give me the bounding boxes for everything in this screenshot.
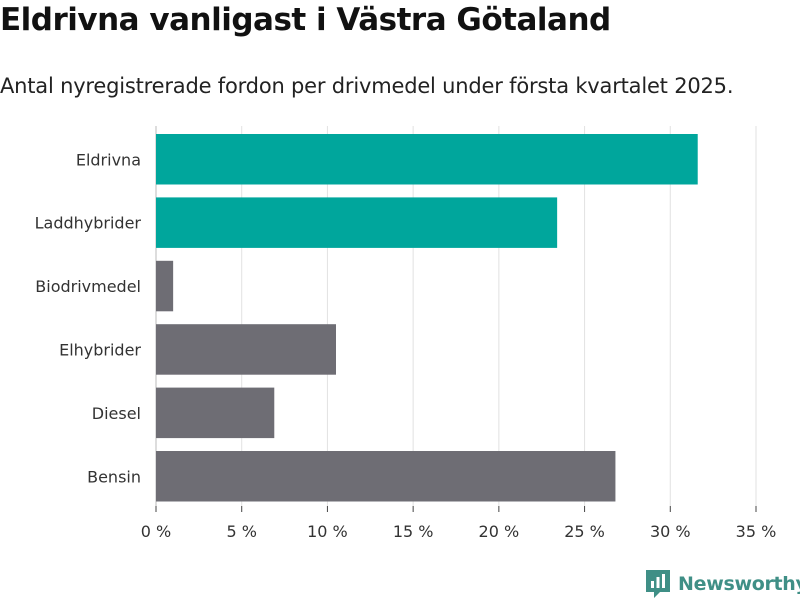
brand-logo: Newsworthy: [644, 568, 800, 600]
category-label: Biodrivmedel: [35, 277, 141, 296]
x-tick-label: 20 %: [479, 522, 520, 541]
x-tick-label: 30 %: [650, 522, 691, 541]
bar-bensin: [156, 451, 616, 502]
category-label: Laddhybrider: [35, 214, 142, 233]
x-tick-label: 10 %: [307, 522, 348, 541]
chart-subtitle: Antal nyregistrerade fordon per drivmede…: [0, 74, 734, 98]
category-label: Elhybrider: [59, 340, 141, 359]
bar-laddhybrider: [156, 197, 558, 248]
x-tick-label: 5 %: [226, 522, 256, 541]
bar-diesel: [156, 387, 275, 439]
x-tick-label: 15 %: [393, 522, 434, 541]
bars: [156, 134, 698, 502]
newsworthy-logo-icon: [646, 570, 670, 598]
category-label: Diesel: [92, 404, 141, 423]
x-axis-ticks: 0 % 5 % 10 % 15 % 20 % 25 % 30 % 35 %: [141, 506, 777, 541]
category-labels: Eldrivna Laddhybrider Biodrivmedel Elhybrid…: [35, 150, 142, 486]
gridlines: [155, 126, 757, 506]
category-label: Eldrivna: [76, 150, 141, 169]
x-tick-label: 35 %: [736, 522, 777, 541]
bar-eldrivna: [156, 134, 698, 185]
category-label: Bensin: [87, 467, 141, 486]
brand-name: Newsworthy: [678, 573, 800, 595]
chart-title: Eldrivna vanligast i Västra Götaland: [0, 2, 611, 38]
bar-biodrivmedel: [156, 260, 174, 312]
x-tick-label: 25 %: [564, 522, 605, 541]
x-tick-label: 0 %: [141, 522, 171, 541]
bar-elhybrider: [156, 324, 336, 375]
